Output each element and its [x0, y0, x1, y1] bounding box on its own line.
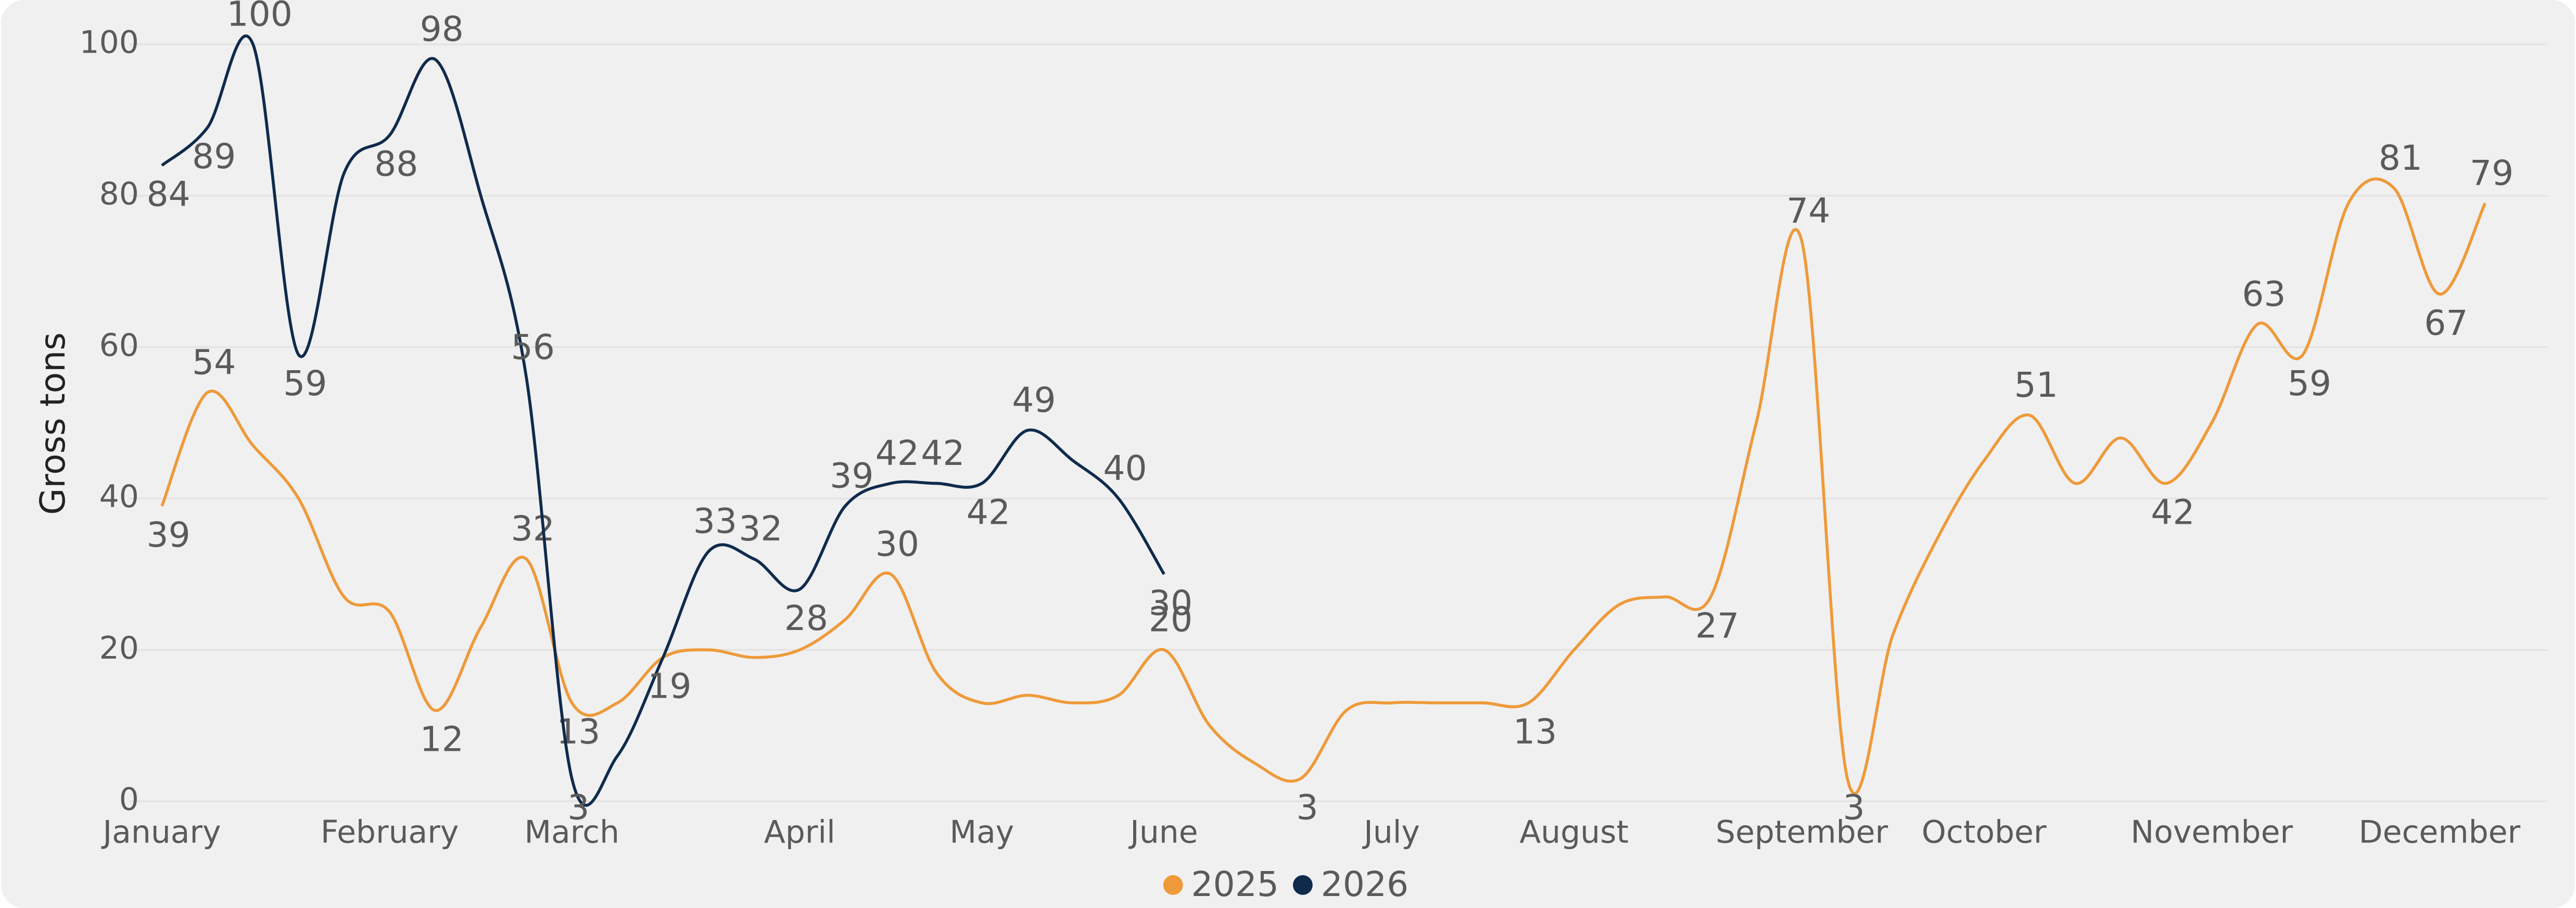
data-label: 49	[1012, 380, 1056, 420]
data-label: 74	[1786, 191, 1830, 231]
data-label: 59	[283, 363, 327, 403]
y-tick-label: 60	[99, 327, 139, 363]
x-tick-label: December	[2358, 814, 2520, 851]
data-label: 84	[147, 174, 191, 215]
y-tick-label: 0	[119, 781, 139, 818]
x-tick-label: July	[1362, 814, 1420, 851]
y-tick-label: 40	[99, 478, 139, 515]
data-label: 39	[830, 456, 873, 496]
x-tick-label: October	[1922, 814, 2047, 851]
y-tick-label: 100	[80, 24, 139, 61]
data-label: 30	[1149, 583, 1192, 623]
x-tick-label: November	[2130, 814, 2293, 851]
data-label: 3	[1843, 787, 1865, 827]
data-label: 32	[739, 509, 782, 549]
y-axis-title: Gross tons	[33, 332, 73, 515]
data-label: 20	[1149, 600, 1192, 640]
y-tick-label: 80	[99, 176, 139, 212]
data-label: 100	[226, 0, 292, 34]
x-tick-label: September	[1716, 814, 1888, 851]
data-label: 42	[875, 433, 919, 473]
data-label: 42	[921, 433, 965, 473]
data-label: 19	[648, 666, 691, 707]
data-label: 28	[784, 598, 828, 638]
legend-marker	[1292, 875, 1313, 895]
data-label: 89	[192, 136, 236, 176]
x-tick-label: June	[1128, 814, 1198, 851]
data-label: 30	[875, 524, 919, 564]
series-line	[161, 34, 1165, 807]
legend-label: 2025	[1191, 864, 1279, 904]
x-tick-label: March	[524, 814, 619, 851]
data-label: 98	[420, 9, 464, 49]
data-label: 13	[1513, 712, 1557, 752]
data-label: 81	[2379, 138, 2422, 178]
data-label: 12	[420, 720, 464, 760]
data-label: 79	[2470, 153, 2514, 193]
data-label: 54	[192, 342, 236, 382]
data-label: 27	[1695, 606, 1739, 646]
x-tick-label: February	[321, 814, 459, 851]
data-label: 33	[693, 501, 737, 541]
data-label: 59	[2288, 363, 2331, 403]
x-tick-label: May	[949, 814, 1014, 851]
legend-label: 2026	[1321, 864, 1409, 904]
data-label: 3	[1296, 787, 1318, 827]
data-label: 32	[511, 509, 555, 549]
data-label: 67	[2424, 303, 2468, 343]
x-tick-label: January	[101, 814, 221, 851]
data-label: 63	[2242, 274, 2286, 314]
series-line	[160, 177, 2486, 795]
data-label: 42	[2151, 492, 2194, 532]
x-tick-label: August	[1519, 814, 1629, 851]
data-label: 40	[1103, 448, 1147, 488]
data-label: 42	[967, 492, 1010, 532]
x-tick-label: April	[764, 814, 835, 851]
data-label: 88	[374, 144, 418, 184]
legend-marker	[1163, 875, 1183, 895]
data-label: 56	[511, 327, 555, 367]
data-label: 39	[147, 515, 191, 555]
y-tick-label: 20	[99, 630, 139, 666]
data-label: 3	[567, 787, 589, 827]
data-label: 51	[2014, 365, 2058, 405]
